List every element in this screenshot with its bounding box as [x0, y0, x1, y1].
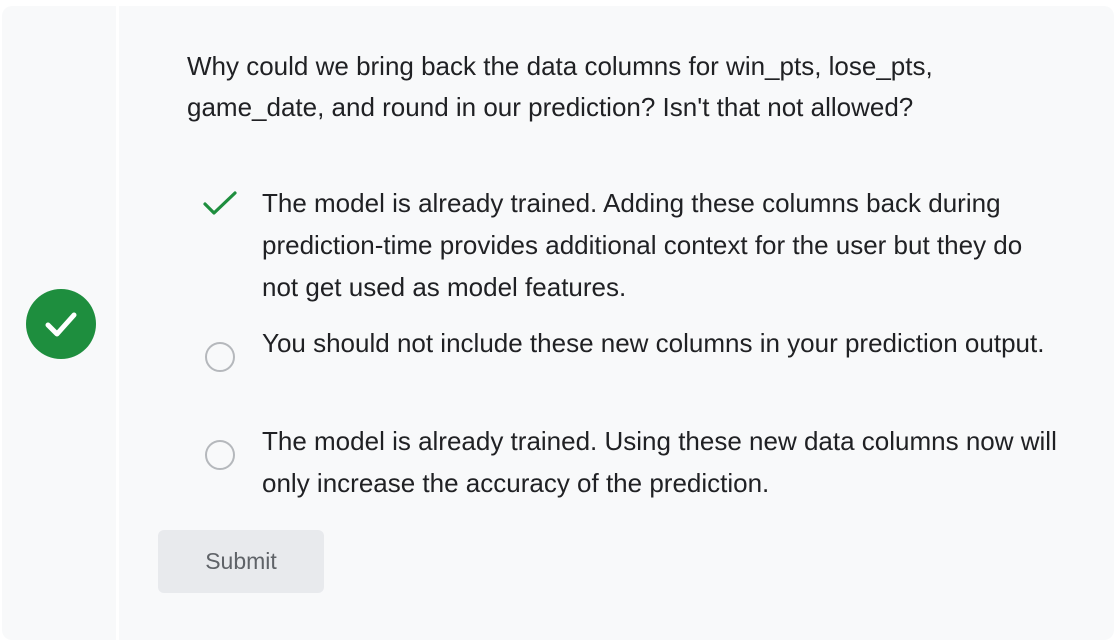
- correct-status-badge: [26, 289, 96, 359]
- option-label: The model is already trained. Using thes…: [262, 426, 1057, 498]
- answer-option-2[interactable]: You should not include these new columns…: [200, 322, 1080, 378]
- option-label: The model is already trained. Adding the…: [262, 188, 1023, 302]
- option-label: You should not include these new columns…: [262, 328, 1045, 358]
- check-icon: [45, 312, 77, 337]
- answer-option-3[interactable]: The model is already trained. Using thes…: [200, 420, 1080, 504]
- submit-button[interactable]: Submit: [158, 530, 324, 593]
- check-icon: [203, 191, 237, 215]
- option-marker: [200, 434, 240, 476]
- gutter-divider: [116, 6, 119, 640]
- option-marker: [200, 182, 240, 224]
- radio-icon[interactable]: [205, 342, 235, 372]
- status-gutter: [2, 6, 116, 640]
- option-marker: [200, 336, 240, 378]
- answer-option-1[interactable]: The model is already trained. Adding the…: [200, 182, 1080, 308]
- radio-icon[interactable]: [205, 440, 235, 470]
- question-text: Why could we bring back the data columns…: [187, 51, 933, 122]
